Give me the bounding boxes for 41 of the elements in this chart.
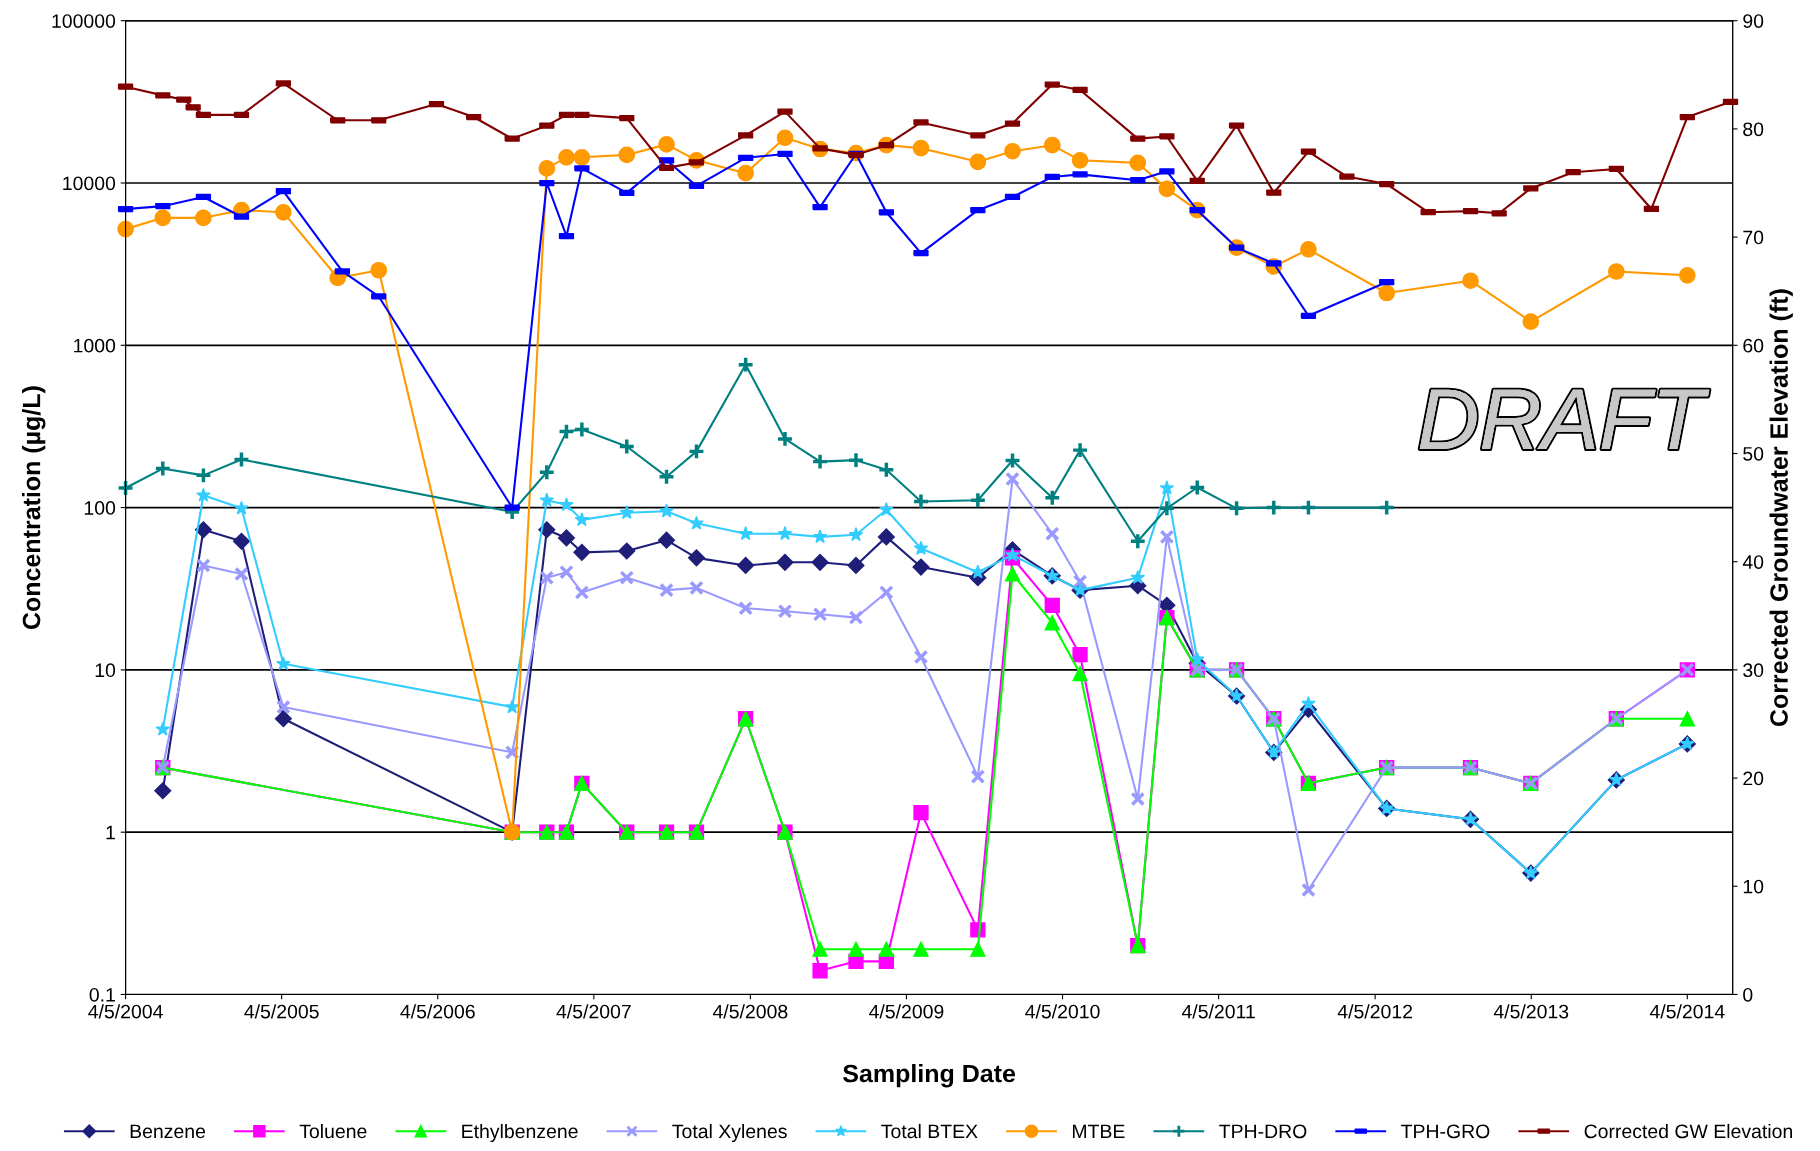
y2-axis-title: Corrected Groundwater Elevation (ft) [1769,289,1793,727]
x-tick-label: 4/5/2013 [1493,1004,1569,1019]
y-axis-title: Concentration (µg/L) [22,386,46,630]
legend-label: MTBE [1072,1124,1125,1139]
y2-tick-label: 30 [1743,663,1764,678]
y-tick-label: 10000 [63,176,116,191]
x-tick-label: 4/5/2008 [712,1004,788,1019]
y-tick-label: 100000 [52,14,116,28]
x-tick-label: 4/5/2014 [1649,1004,1725,1019]
legend-label: Benzene [130,1124,206,1139]
y-tick-label: 1000 [74,338,116,353]
x-tick-label: 4/5/2007 [556,1004,631,1019]
x-axis-title: Sampling Date [843,1063,1016,1088]
y2-tick-label: 70 [1743,230,1764,245]
legend-label: TPH-DRO [1219,1124,1307,1139]
y2-tick-label: 80 [1743,122,1764,137]
y2-tick-label: 10 [1743,879,1764,894]
x-tick-label: 4/5/2005 [244,1004,319,1019]
legend-label: Total Xylenes [672,1123,787,1143]
y-tick-label: 0.1 [89,987,115,1002]
x-tick-label: 4/5/2011 [1181,1004,1255,1019]
x-tick-label: 4/5/2012 [1337,1004,1413,1019]
x-tick-label: 4/5/2009 [869,1004,944,1019]
y-tick-label: 10 [95,663,116,678]
legend-label: Total BTEX [881,1123,978,1139]
y-tick-label: 1 [106,825,115,840]
y2-tick-label: 40 [1742,555,1764,569]
legend-label: Corrected GW Elevation [1584,1123,1792,1139]
legend-label: Toluene [299,1123,367,1139]
y2-tick-label: 90 [1743,14,1764,28]
x-tick-label: 4/5/2006 [400,1004,475,1019]
x-tick-label: 4/5/2004 [88,1004,163,1019]
y2-tick-label: 20 [1743,771,1764,786]
x-tick-label: 4/5/2010 [1025,1004,1100,1019]
legend-label: TPH-GRO [1401,1124,1490,1139]
legend-label: Ethylbenzene [462,1123,578,1143]
y2-tick-label: 0 [1743,987,1753,1002]
y2-tick-label: 60 [1743,338,1764,353]
y2-tick-label: 50 [1743,446,1764,461]
annotation: DRAFT [1419,389,1710,450]
y-tick-label: 100 [84,501,116,515]
